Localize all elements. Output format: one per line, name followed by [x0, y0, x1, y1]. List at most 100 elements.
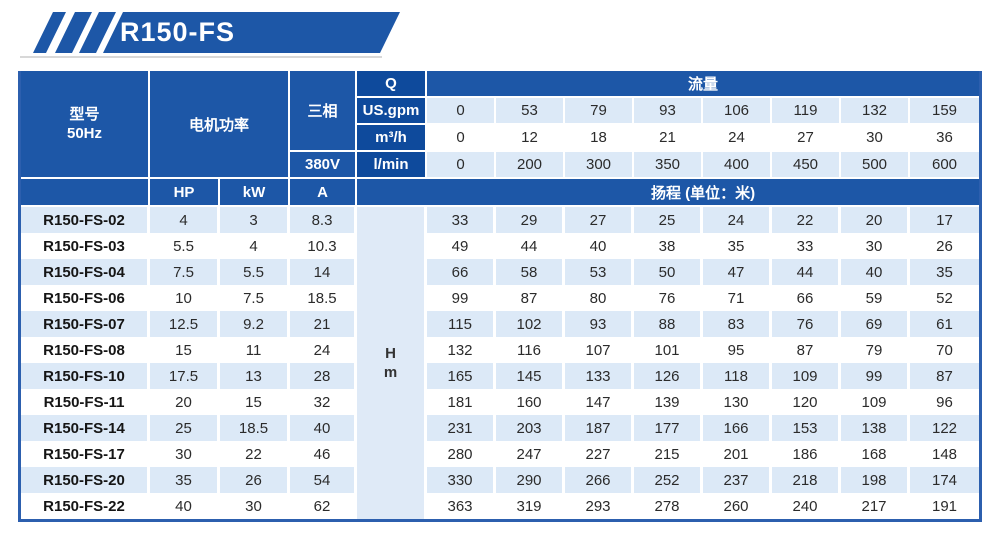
head-value-cell: 160 — [496, 389, 566, 415]
head-value-cell: 44 — [496, 233, 566, 259]
head-value-cell: 87 — [496, 285, 566, 311]
head-value-cell: 217 — [841, 493, 911, 519]
head-value-cell: 240 — [772, 493, 842, 519]
model-cell: R150-FS-22 — [21, 493, 150, 519]
head-value-cell: 122 — [910, 415, 980, 441]
flow-value-cell: 300 — [565, 152, 635, 179]
kw-cell: 22 — [220, 441, 291, 467]
head-value-cell: 115 — [427, 311, 497, 337]
header-unit-lmin: l/min — [357, 152, 428, 179]
model-cell: R150-FS-20 — [21, 467, 150, 493]
head-value-cell: 27 — [565, 207, 635, 233]
series-title: R150-FS — [120, 17, 236, 47]
model-cell: R150-FS-03 — [21, 233, 150, 259]
head-value-cell: 116 — [496, 337, 566, 363]
head-value-cell: 71 — [703, 285, 773, 311]
head-value-cell: 99 — [427, 285, 497, 311]
amps-cell: 18.5 — [290, 285, 358, 311]
head-value-cell: 33 — [427, 207, 497, 233]
hp-cell: 12.5 — [150, 311, 220, 337]
kw-cell: 30 — [220, 493, 291, 519]
header-unit-usgpm: US.gpm — [357, 98, 428, 125]
head-value-cell: 218 — [772, 467, 842, 493]
head-value-cell: 66 — [427, 259, 497, 285]
hp-cell: 35 — [150, 467, 220, 493]
head-value-cell: 215 — [634, 441, 704, 467]
amps-cell: 40 — [290, 415, 358, 441]
flow-value-cell: 27 — [772, 125, 842, 152]
head-value-cell: 40 — [565, 233, 635, 259]
hp-cell: 20 — [150, 389, 220, 415]
head-value-cell: 203 — [496, 415, 566, 441]
hp-cell: 25 — [150, 415, 220, 441]
head-value-cell: 101 — [634, 337, 704, 363]
table-row: R150-FS-07 12.5 9.2 21 115 102 93 88 83 76 69 61 — [21, 311, 980, 337]
flow-value-cell: 450 — [772, 152, 842, 179]
table-row: R150-FS-03 5.5 4 10.3 49 44 40 38 35 33 30 26 — [21, 233, 980, 259]
head-value-cell: 52 — [910, 285, 980, 311]
model-cell: R150-FS-04 — [21, 259, 150, 285]
head-value-cell: 25 — [634, 207, 704, 233]
hp-cell: 15 — [150, 337, 220, 363]
head-value-cell: 49 — [427, 233, 497, 259]
head-value-cell: 363 — [427, 493, 497, 519]
flow-value-cell: 18 — [565, 125, 635, 152]
flow-value-cell: 132 — [841, 98, 911, 125]
head-value-cell: 139 — [634, 389, 704, 415]
flow-value-cell: 30 — [841, 125, 911, 152]
hp-cell: 30 — [150, 441, 220, 467]
table-row: R150-FS-10 17.5 13 28 165 145 133 126 118 109 99 87 — [21, 363, 980, 389]
head-value-cell: 237 — [703, 467, 773, 493]
kw-cell: 26 — [220, 467, 291, 493]
head-value-cell: 93 — [565, 311, 635, 337]
kw-cell: 7.5 — [220, 285, 291, 311]
head-value-cell: 59 — [841, 285, 911, 311]
header-model-line2: 50Hz — [66, 125, 103, 142]
flow-value-cell: 0 — [427, 125, 497, 152]
head-value-cell: 330 — [427, 467, 497, 493]
header-hp: HP — [150, 179, 220, 207]
head-value-cell: 61 — [910, 311, 980, 337]
head-value-cell: 165 — [427, 363, 497, 389]
hp-cell: 17.5 — [150, 363, 220, 389]
head-value-cell: 231 — [427, 415, 497, 441]
head-value-cell: 102 — [496, 311, 566, 337]
head-value-cell: 109 — [772, 363, 842, 389]
head-value-cell: 40 — [841, 259, 911, 285]
pump-spec-table: 型号 50Hz 电机功率 三相 Q 流量 US.gpm 0 53 79 93 106 11… — [18, 71, 983, 522]
head-value-cell: 109 — [841, 389, 911, 415]
head-value-cell: 24 — [703, 207, 773, 233]
head-value-cell: 130 — [703, 389, 773, 415]
head-value-cell: 133 — [565, 363, 635, 389]
flow-value-cell: 21 — [634, 125, 704, 152]
kw-cell: 11 — [220, 337, 291, 363]
head-value-cell: 38 — [634, 233, 704, 259]
flow-value-cell: 350 — [634, 152, 704, 179]
head-value-cell: 87 — [910, 363, 980, 389]
subheader-blank — [21, 179, 150, 207]
table-row: R150-FS-22 40 30 62 363 319 293 278 260 240 217 191 — [21, 493, 980, 519]
kw-cell: 15 — [220, 389, 291, 415]
head-value-cell: 252 — [634, 467, 704, 493]
head-value-cell: 247 — [496, 441, 566, 467]
header-voltage: 380V — [290, 152, 358, 179]
header-q: Q — [357, 71, 428, 98]
flow-value-cell: 24 — [703, 125, 773, 152]
flow-value-cell: 79 — [565, 98, 635, 125]
head-value-cell: 147 — [565, 389, 635, 415]
model-cell: R150-FS-14 — [21, 415, 150, 441]
head-value-cell: 29 — [496, 207, 566, 233]
badge-underline — [20, 56, 382, 58]
flow-value-cell: 159 — [910, 98, 980, 125]
head-value-cell: 138 — [841, 415, 911, 441]
header-amps: A — [290, 179, 358, 207]
head-value-cell: 280 — [427, 441, 497, 467]
table-row: R150-FS-20 35 26 54 330 290 266 252 237 218 198 174 — [21, 467, 980, 493]
head-value-cell: 227 — [565, 441, 635, 467]
head-value-cell: 174 — [910, 467, 980, 493]
header-unit-m3h: m³/h — [357, 125, 428, 152]
head-value-cell: 17 — [910, 207, 980, 233]
